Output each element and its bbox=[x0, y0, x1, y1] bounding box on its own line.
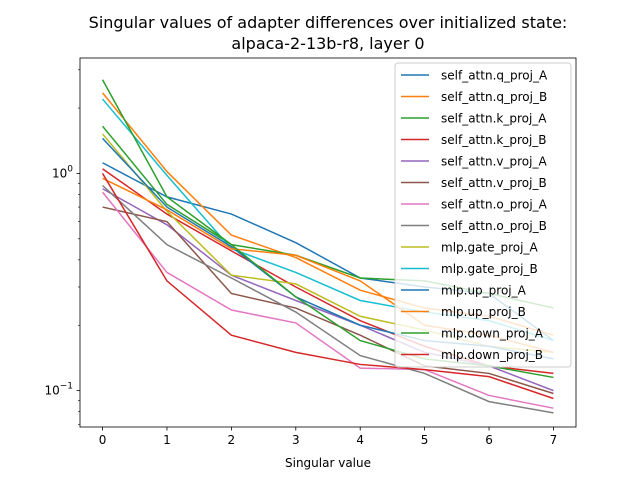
series-line-mlp-down-proj-B bbox=[101, 173, 554, 400]
x-axis-label: Singular value bbox=[285, 456, 371, 470]
x-tick-label: 3 bbox=[292, 433, 300, 447]
legend-label: self_attn.k_proj_A bbox=[441, 112, 547, 126]
x-tick-label: 5 bbox=[421, 433, 429, 447]
plot-frame bbox=[79, 57, 577, 428]
x-axis-ticks: 0 1 2 3 4 5 6 7 bbox=[99, 427, 558, 447]
legend-frame bbox=[394, 62, 572, 368]
x-tick-label: 0 bbox=[99, 433, 107, 447]
x-tick-label: 7 bbox=[550, 433, 558, 447]
y-axis-ticks: 100 10−1 bbox=[44, 69, 80, 425]
series-line-self-attn-o-proj-A bbox=[101, 191, 554, 409]
chart-title-line2: alpaca-2-13b-r8, layer 0 bbox=[231, 34, 424, 53]
y-tick-label: 10−1 bbox=[44, 382, 73, 398]
x-tick-label: 1 bbox=[163, 433, 171, 447]
x-tick-label: 4 bbox=[356, 433, 364, 447]
legend-label: self_attn.v_proj_A bbox=[441, 155, 547, 169]
chart-title-line1: Singular values of adapter differences o… bbox=[89, 13, 568, 32]
legend-label: self_attn.o_proj_B bbox=[441, 219, 547, 233]
legend-label: self_attn.v_proj_B bbox=[441, 176, 547, 190]
series-line-self-attn-v-proj-B bbox=[102, 206, 554, 395]
legend-label: mlp.gate_proj_B bbox=[441, 262, 538, 276]
legend-label: mlp.gate_proj_A bbox=[441, 241, 538, 255]
legend-label: self_attn.o_proj_A bbox=[441, 198, 548, 212]
legend-label: mlp.up_proj_A bbox=[441, 284, 527, 298]
x-tick-label: 6 bbox=[485, 433, 493, 447]
legend-label: self_attn.q_proj_A bbox=[441, 69, 548, 83]
legend-label: self_attn.q_proj_B bbox=[441, 90, 547, 104]
legend-label: self_attn.k_proj_B bbox=[441, 133, 547, 147]
legend-label: mlp.down_proj_B bbox=[441, 348, 543, 362]
legend-label: mlp.up_proj_B bbox=[441, 305, 526, 319]
legend-label: mlp.down_proj_A bbox=[441, 327, 544, 341]
series-line-self-attn-o-proj-B bbox=[102, 184, 554, 414]
x-tick-label: 2 bbox=[228, 433, 236, 447]
y-tick-label: 100 bbox=[52, 164, 73, 180]
legend: self_attn.q_proj_A self_attn.q_proj_Bself… bbox=[394, 62, 572, 368]
